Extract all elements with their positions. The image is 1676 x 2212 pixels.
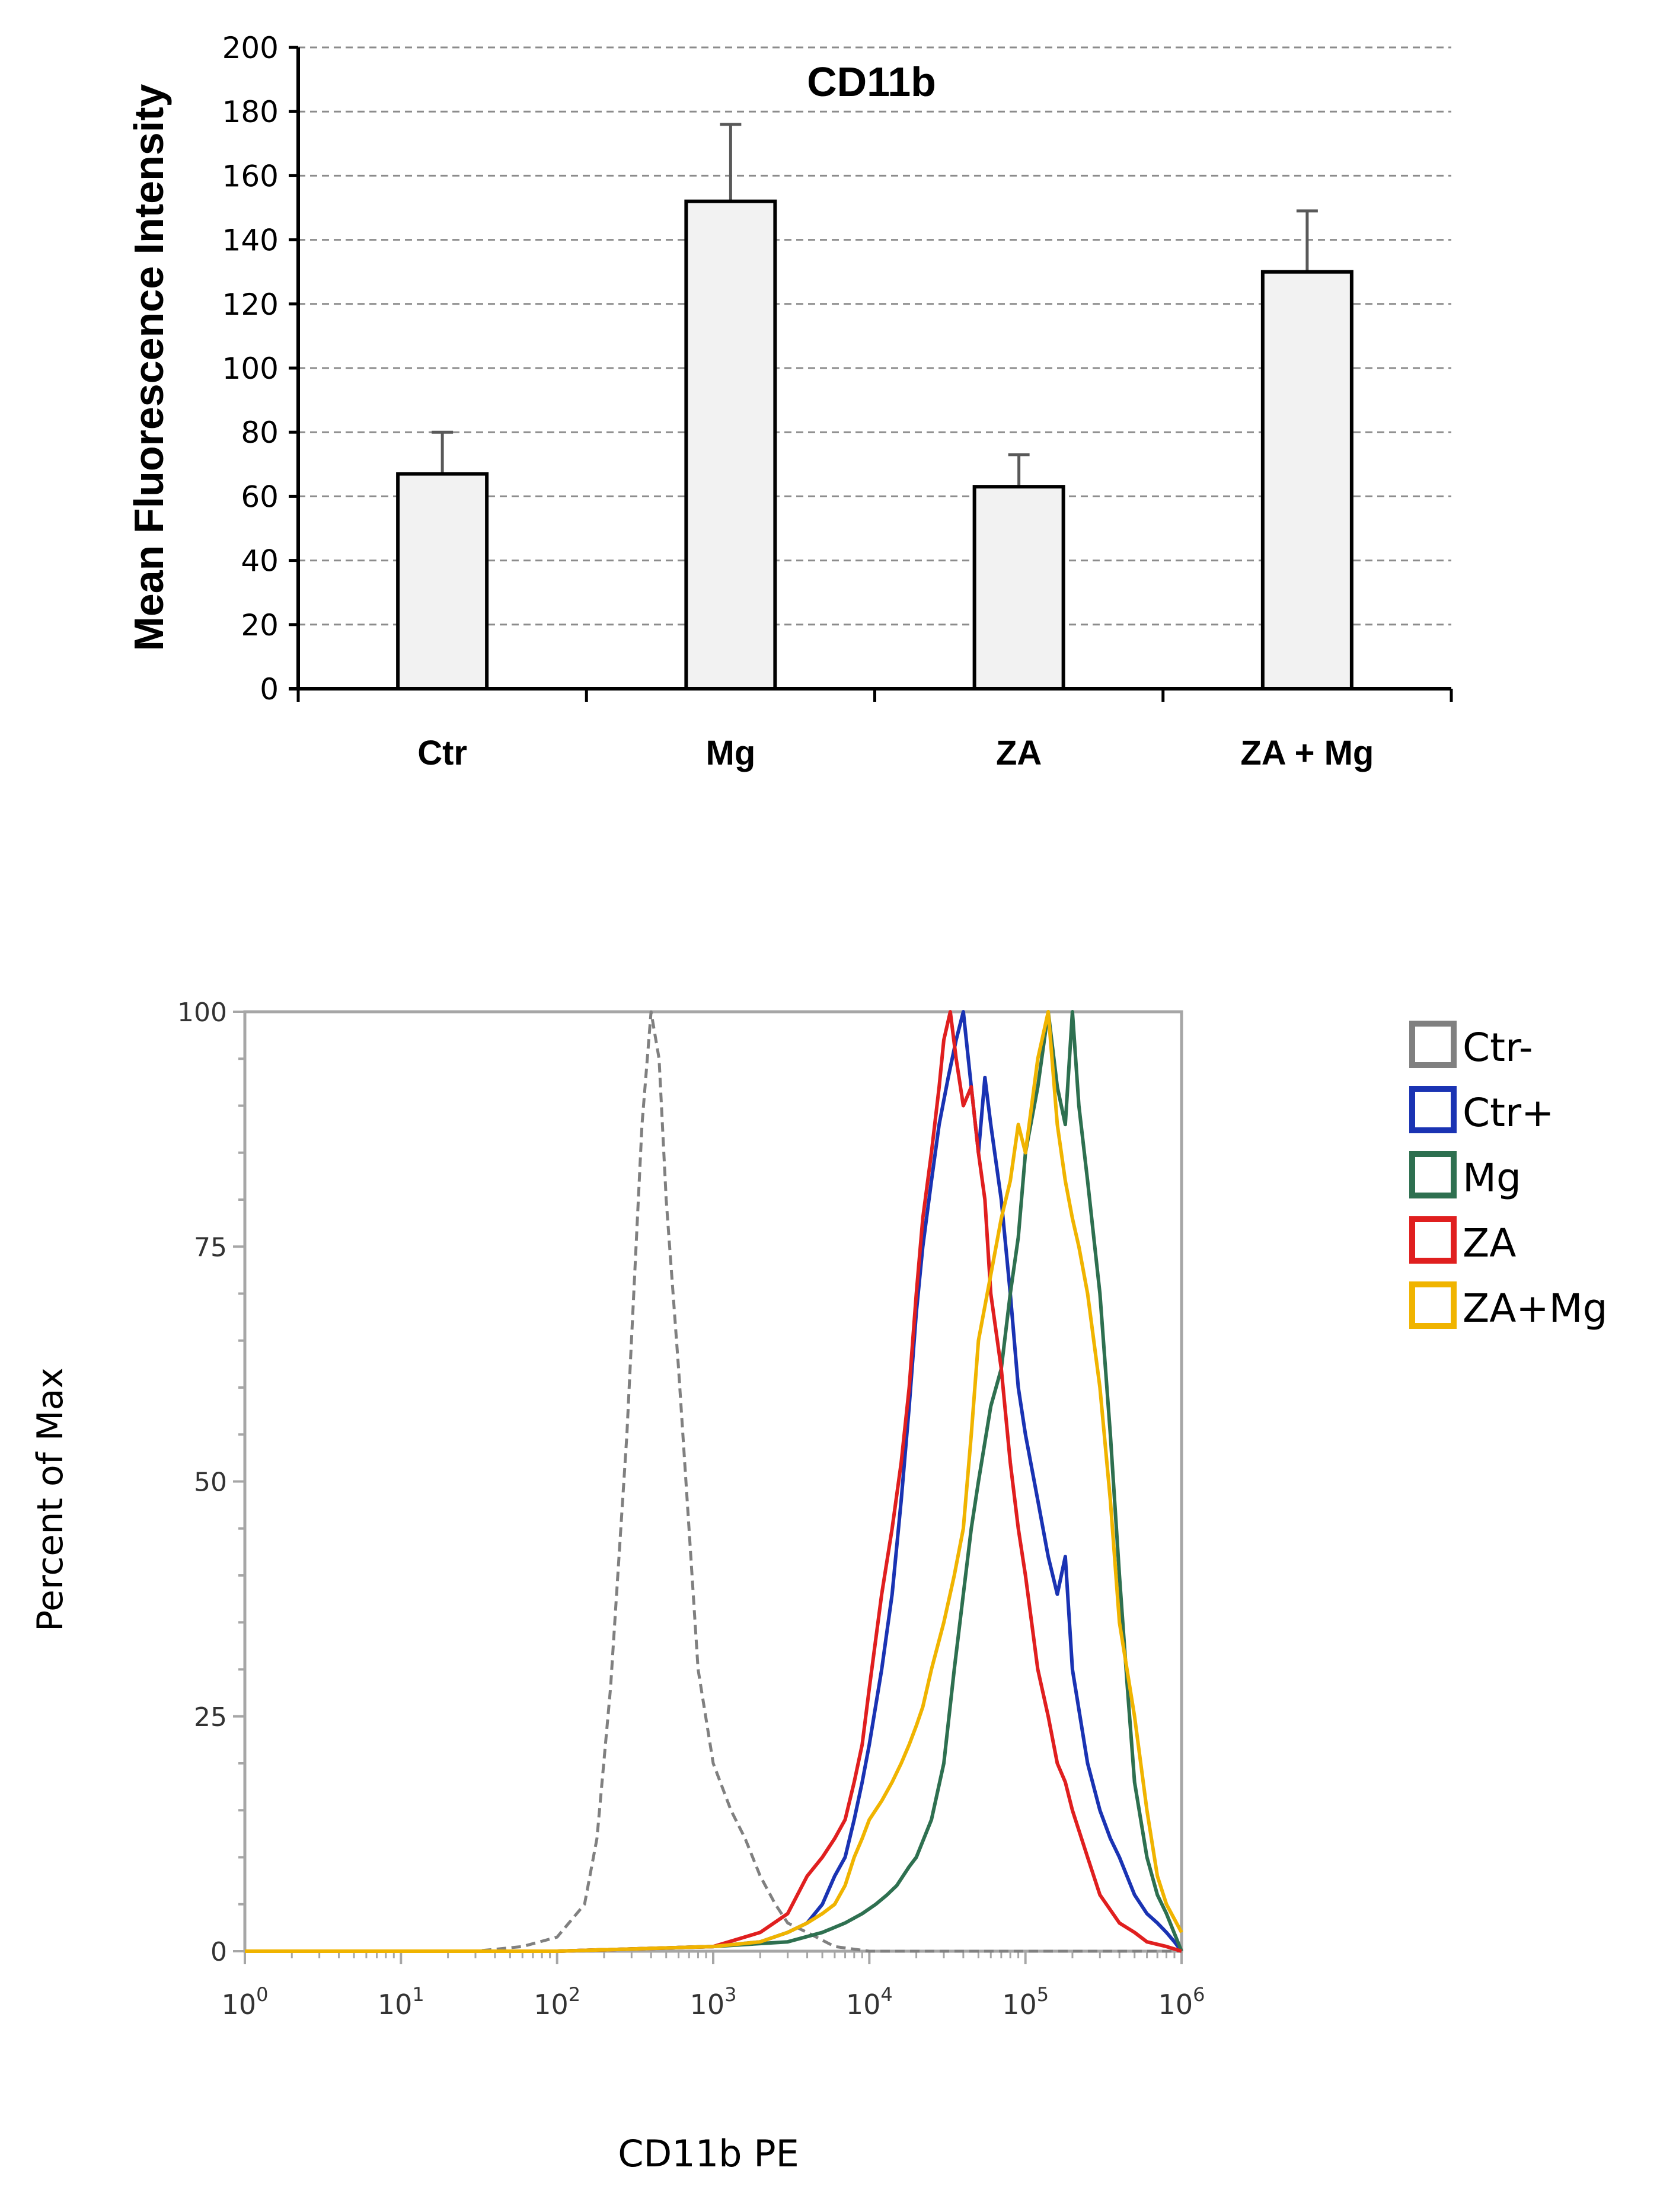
histogram-x-tick-exponent: 4 <box>880 1983 892 2006</box>
legend-label: Ctr+ <box>1463 1090 1554 1136</box>
bar-y-tick-label: 20 <box>241 608 279 642</box>
bar-y-tick-label: 0 <box>260 672 279 707</box>
histogram-x-axis-label: CD11b PE <box>618 2132 799 2175</box>
bar-y-tick-label: 200 <box>222 31 279 65</box>
bar-chart-title: CD11b <box>807 59 936 105</box>
histogram-x-tick-label: 103 <box>690 1983 737 2021</box>
bar-mg <box>684 199 777 691</box>
legend-label: ZA <box>1463 1220 1516 1266</box>
histogram-x-tick-label: 100 <box>222 1983 269 2021</box>
histogram-x-tick-label: 105 <box>1002 1983 1049 2021</box>
histogram-plot-frame <box>243 1010 1183 1953</box>
histogram-series-za-plusmg <box>245 1010 1183 1953</box>
histogram-x-tick-base: 10 <box>534 1989 569 2021</box>
bar-y-tick-label: 100 <box>222 351 279 386</box>
legend-swatch <box>1409 1021 1457 1068</box>
bar-chart-axes: 0 20 40 60 80 100 120 140 160 180 200 Ctr Mg ZA ZA + M… <box>222 31 1453 772</box>
bar-y-tick-label: 60 <box>241 480 279 514</box>
histogram-x-tick-exponent: 6 <box>1193 1983 1205 2006</box>
histogram-x-tick-base: 10 <box>690 1989 725 2021</box>
legend-swatch <box>1409 1086 1457 1133</box>
histogram-y-tick-label: 75 <box>194 1232 227 1262</box>
bar-ctr <box>396 472 489 691</box>
legend-label: Mg <box>1463 1155 1521 1201</box>
histogram-x-tick-label: 106 <box>1158 1983 1205 2021</box>
histogram-x-tick-base: 10 <box>1158 1989 1193 2021</box>
bar-chart-bars <box>396 123 1353 691</box>
bar-category-label: ZA + Mg <box>1240 734 1374 772</box>
legend-label: ZA+Mg <box>1463 1286 1608 1331</box>
histogram-x-tick-exponent: 5 <box>1037 1983 1049 2006</box>
bar-category-label: Mg <box>706 734 756 772</box>
bar-za <box>972 485 1065 691</box>
histogram-x-tick-exponent: 0 <box>256 1983 268 2006</box>
histogram-x-tick-exponent: 2 <box>569 1983 580 2006</box>
bar-chart-y-axis-label: Mean Fluorescence Intensity <box>126 84 172 651</box>
histogram-y-axis-label: Percent of Max <box>30 1367 71 1632</box>
histogram-y-tick-label: 25 <box>194 1702 227 1732</box>
bar-y-tick-label: 40 <box>241 544 279 578</box>
histogram-x-tick-base: 10 <box>222 1989 257 2021</box>
bar-category-label: Ctr <box>417 734 467 772</box>
bar-y-tick-label: 80 <box>241 415 279 450</box>
bar-za-mg <box>1260 270 1353 691</box>
bar-chart-gridlines <box>298 46 1451 626</box>
histogram-series-lines <box>245 1010 1183 1953</box>
legend-swatch <box>1409 1151 1457 1198</box>
legend-swatch <box>1409 1281 1457 1329</box>
histogram-y-tick-label: 100 <box>177 998 227 1028</box>
bar-y-tick-label: 120 <box>222 287 279 322</box>
legend-label: Ctr- <box>1463 1025 1533 1070</box>
histogram-series-mg <box>245 1010 1183 1953</box>
histogram-x-tick-label: 104 <box>846 1983 893 2021</box>
bar-y-tick-label: 180 <box>222 95 279 129</box>
bar-chart-panel: 0 20 40 60 80 100 120 140 160 180 200 Ctr Mg ZA ZA + M… <box>126 31 1453 772</box>
histogram-series-za <box>245 1010 1182 1953</box>
histogram-x-tick-base: 10 <box>846 1989 881 2021</box>
histogram-series-ctr-plus <box>245 1010 1183 1953</box>
histogram-y-tick-label: 50 <box>194 1468 227 1498</box>
histogram-series-ctr-minus <box>245 1010 1182 1953</box>
histogram-x-tick-exponent: 1 <box>412 1983 424 2006</box>
bar-category-label: ZA <box>996 734 1042 772</box>
legend-swatch <box>1409 1216 1457 1264</box>
histogram-x-tick-label: 102 <box>534 1983 580 2021</box>
histogram-x-tick-exponent: 3 <box>724 1983 736 2006</box>
histogram-x-tick-label: 101 <box>378 1983 424 2021</box>
bar-y-tick-label: 140 <box>222 223 279 258</box>
histogram-y-tick-label: 0 <box>210 1937 227 1967</box>
histogram-legend: Ctr- Ctr+ Mg ZA ZA+Mg <box>1409 1021 1608 1331</box>
histogram-x-tick-base: 10 <box>378 1989 413 2021</box>
histogram-x-tick-base: 10 <box>1002 1989 1037 2021</box>
bar-y-tick-label: 160 <box>222 159 279 193</box>
